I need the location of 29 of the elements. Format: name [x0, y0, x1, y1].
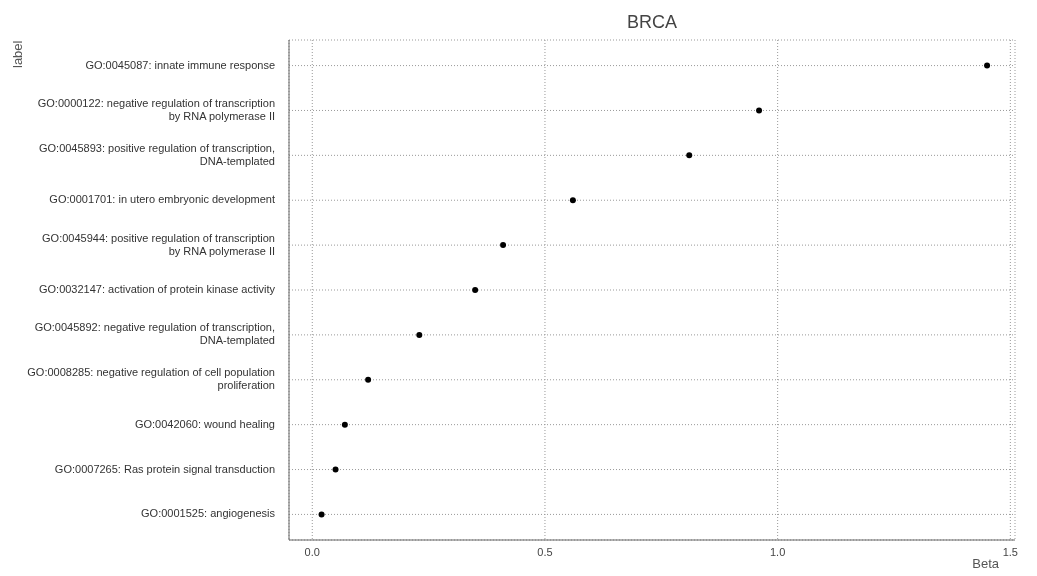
point — [984, 62, 991, 69]
x-axis-title: Beta — [972, 556, 999, 571]
y-tick-label: GO:0001701: in utero embryonic development — [49, 193, 275, 206]
point — [341, 421, 348, 428]
y-tick-label: GO:0032147: activation of protein kinase activity — [38, 282, 276, 295]
y-tick-label: GO:0045944: positive regulation of transcription by RNA polymerase II — [42, 231, 275, 257]
y-axis-title: label — [10, 40, 25, 68]
point — [332, 466, 339, 473]
y-tick-label: GO:0045893: positive regulation of transcription, DNA-templated — [38, 141, 275, 167]
y-tick-label: GO:0045892: negative regulation of transcription, DNA-templated — [34, 321, 275, 347]
y-tick-label: GO:0008285: negative regulation of cell population proliferation — [27, 366, 275, 392]
y-tick-label: GO:0001525: angiogenesis — [141, 507, 276, 520]
x-tick-label: 0.0 — [304, 545, 320, 558]
point — [318, 511, 325, 518]
point — [365, 376, 372, 383]
point — [756, 107, 763, 114]
y-tick-label: GO:0000122: negative regulation of transcription by RNA polymerase II — [37, 96, 275, 122]
point — [500, 242, 507, 249]
chart-title: BRCA — [626, 12, 678, 33]
x-tick-label: 0.5 — [537, 545, 553, 558]
y-tick-label: GO:0007265: Ras protein signal transduction — [54, 462, 275, 475]
x-tick-label: 1.5 — [1002, 545, 1018, 558]
point — [472, 287, 479, 293]
point — [416, 331, 423, 338]
y-tick-label: GO:0042060: wound healing — [134, 417, 275, 430]
y-tick-label: GO:0045087: innate immune response — [85, 58, 275, 71]
point — [686, 152, 693, 159]
x-tick-label: 1.0 — [770, 545, 786, 558]
point — [569, 197, 576, 204]
